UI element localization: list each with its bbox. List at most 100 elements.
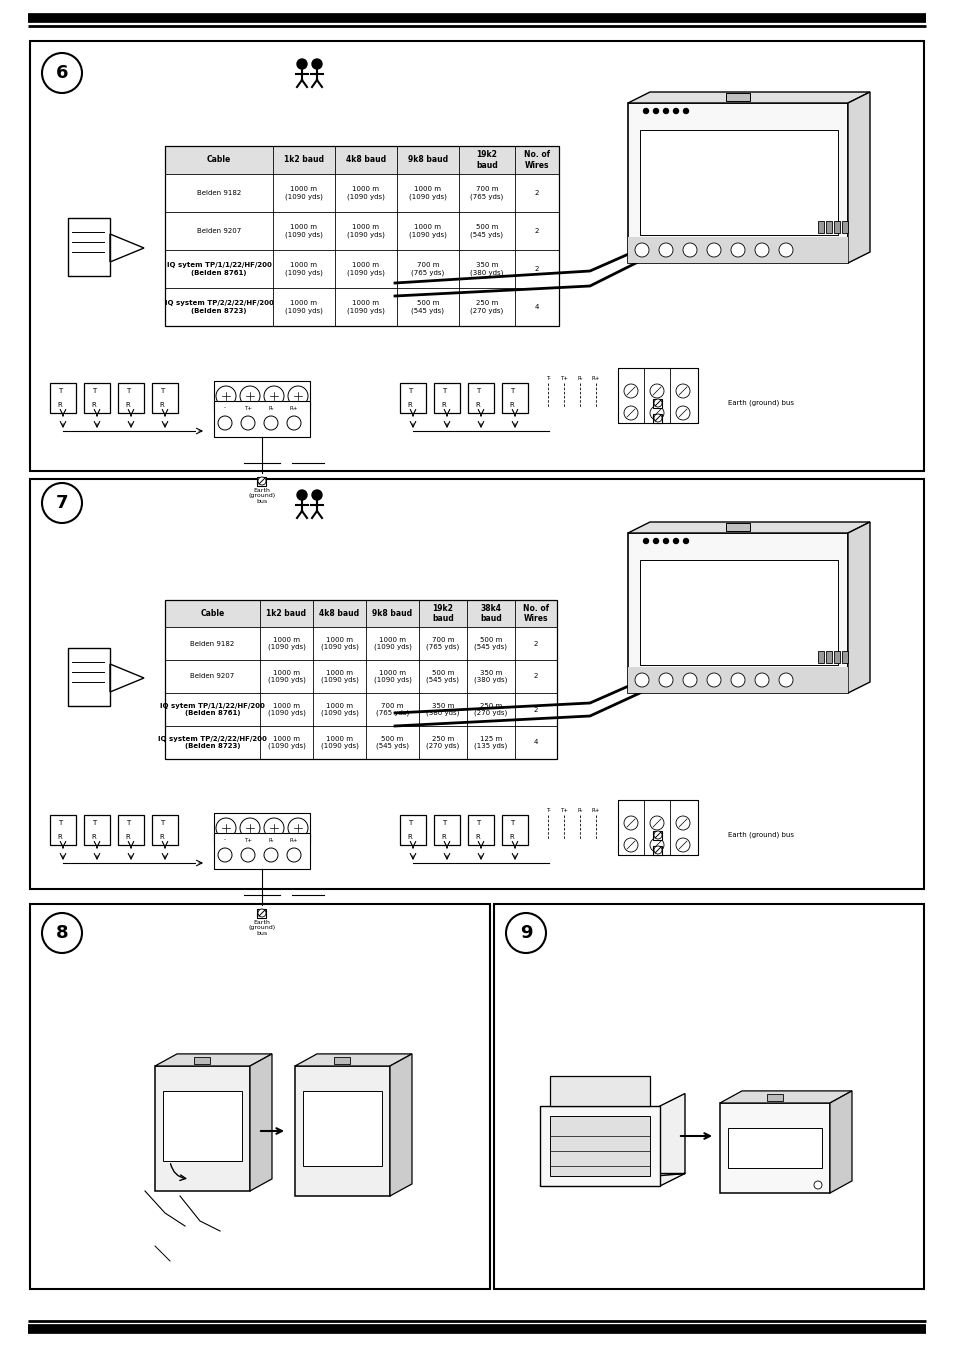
Text: Earth
(ground)
bus: Earth (ground) bus <box>248 488 275 504</box>
Circle shape <box>240 386 260 407</box>
Text: IQ sytem TP/1/1/22/HF/200
(Belden 8761): IQ sytem TP/1/1/22/HF/200 (Belden 8761) <box>160 703 265 716</box>
Text: 500 m
(545 yds): 500 m (545 yds) <box>411 300 444 313</box>
Text: Belden 9182: Belden 9182 <box>191 640 234 647</box>
Text: T-: T- <box>545 376 550 381</box>
Circle shape <box>264 416 277 430</box>
Text: No. of
Wires: No. of Wires <box>522 604 549 623</box>
Circle shape <box>215 386 235 407</box>
Text: 700 m
(765 yds): 700 m (765 yds) <box>426 636 459 650</box>
Circle shape <box>42 484 82 523</box>
Text: 1000 m
(1090 yds): 1000 m (1090 yds) <box>409 224 446 238</box>
Polygon shape <box>847 521 869 693</box>
Text: R: R <box>509 834 514 839</box>
Polygon shape <box>720 1090 851 1102</box>
Bar <box>213 401 310 436</box>
Bar <box>165 146 558 174</box>
Polygon shape <box>250 1054 272 1192</box>
Text: 4: 4 <box>535 304 538 309</box>
Text: T: T <box>509 388 514 394</box>
Polygon shape <box>390 1054 412 1196</box>
Bar <box>165 600 557 759</box>
Circle shape <box>706 243 720 257</box>
Bar <box>213 381 310 411</box>
Bar <box>50 382 76 413</box>
Circle shape <box>654 399 661 407</box>
Text: R: R <box>509 401 514 408</box>
Circle shape <box>241 416 254 430</box>
Text: 1000 m
(1090 yds): 1000 m (1090 yds) <box>285 262 323 276</box>
Bar <box>653 413 661 423</box>
Text: 500 m
(545 yds): 500 m (545 yds) <box>470 224 503 238</box>
Bar <box>825 651 831 663</box>
Text: 500 m
(545 yds): 500 m (545 yds) <box>426 670 459 684</box>
Circle shape <box>42 53 82 93</box>
Text: 1000 m
(1090 yds): 1000 m (1090 yds) <box>267 703 305 716</box>
Bar <box>833 222 840 232</box>
Circle shape <box>635 243 648 257</box>
Text: 9k8 baud: 9k8 baud <box>372 609 412 617</box>
Text: T: T <box>91 820 96 827</box>
Circle shape <box>312 59 322 69</box>
Text: No. of
Wires: No. of Wires <box>523 150 550 170</box>
Bar <box>30 41 923 471</box>
Circle shape <box>264 386 284 407</box>
Text: R+: R+ <box>290 838 298 843</box>
Text: 2: 2 <box>534 674 537 680</box>
Polygon shape <box>627 92 869 103</box>
Text: 1000 m
(1090 yds): 1000 m (1090 yds) <box>285 224 323 238</box>
Text: Belden 9182: Belden 9182 <box>196 190 241 196</box>
Circle shape <box>654 846 661 854</box>
Text: R: R <box>159 401 164 408</box>
Text: T: T <box>126 388 130 394</box>
Bar <box>817 651 823 663</box>
Text: T+: T+ <box>559 376 567 381</box>
Text: 1000 m
(1090 yds): 1000 m (1090 yds) <box>374 670 411 684</box>
Bar <box>825 222 831 232</box>
Bar <box>627 236 847 263</box>
Circle shape <box>682 539 688 543</box>
Circle shape <box>662 108 668 113</box>
Bar <box>817 222 823 232</box>
Text: 350 m
(380 yds): 350 m (380 yds) <box>474 670 507 684</box>
Text: R: R <box>126 834 131 839</box>
Bar <box>653 846 661 854</box>
Bar <box>653 831 661 839</box>
Bar <box>30 904 490 1289</box>
Circle shape <box>676 384 689 399</box>
Text: 1000 m
(1090 yds): 1000 m (1090 yds) <box>267 736 305 750</box>
Circle shape <box>754 673 768 688</box>
Bar <box>501 382 527 413</box>
Circle shape <box>659 243 672 257</box>
Text: R: R <box>57 401 62 408</box>
Text: 1000 m
(1090 yds): 1000 m (1090 yds) <box>347 300 384 313</box>
Circle shape <box>779 243 792 257</box>
Text: -: - <box>224 838 226 843</box>
Circle shape <box>42 913 82 952</box>
Circle shape <box>288 817 308 838</box>
Circle shape <box>653 108 658 113</box>
Bar <box>618 367 698 423</box>
Bar <box>303 1092 381 1166</box>
Text: T: T <box>441 820 446 827</box>
Circle shape <box>240 817 260 838</box>
Circle shape <box>623 384 638 399</box>
Text: IQ system TP/2/2/22/HF/200
(Belden 8723): IQ system TP/2/2/22/HF/200 (Belden 8723) <box>158 736 267 748</box>
Bar <box>653 399 661 408</box>
Text: IQ sytem TP/1/1/22/HF/200
(Belden 8761): IQ sytem TP/1/1/22/HF/200 (Belden 8761) <box>167 262 272 276</box>
Bar <box>154 1066 250 1192</box>
Bar <box>833 651 840 663</box>
Circle shape <box>730 673 744 688</box>
Circle shape <box>649 384 663 399</box>
Text: Belden 9207: Belden 9207 <box>191 674 234 680</box>
Bar <box>725 93 749 101</box>
Polygon shape <box>627 521 869 534</box>
Text: 1000 m
(1090 yds): 1000 m (1090 yds) <box>320 670 358 684</box>
Text: T: T <box>91 388 96 394</box>
Text: T: T <box>126 820 130 827</box>
Bar <box>639 561 837 665</box>
Circle shape <box>257 477 266 485</box>
Text: R-: R- <box>577 376 582 381</box>
Bar <box>165 146 558 326</box>
Text: 1000 m
(1090 yds): 1000 m (1090 yds) <box>374 636 411 650</box>
Text: Earth
(ground)
bus: Earth (ground) bus <box>248 920 275 936</box>
